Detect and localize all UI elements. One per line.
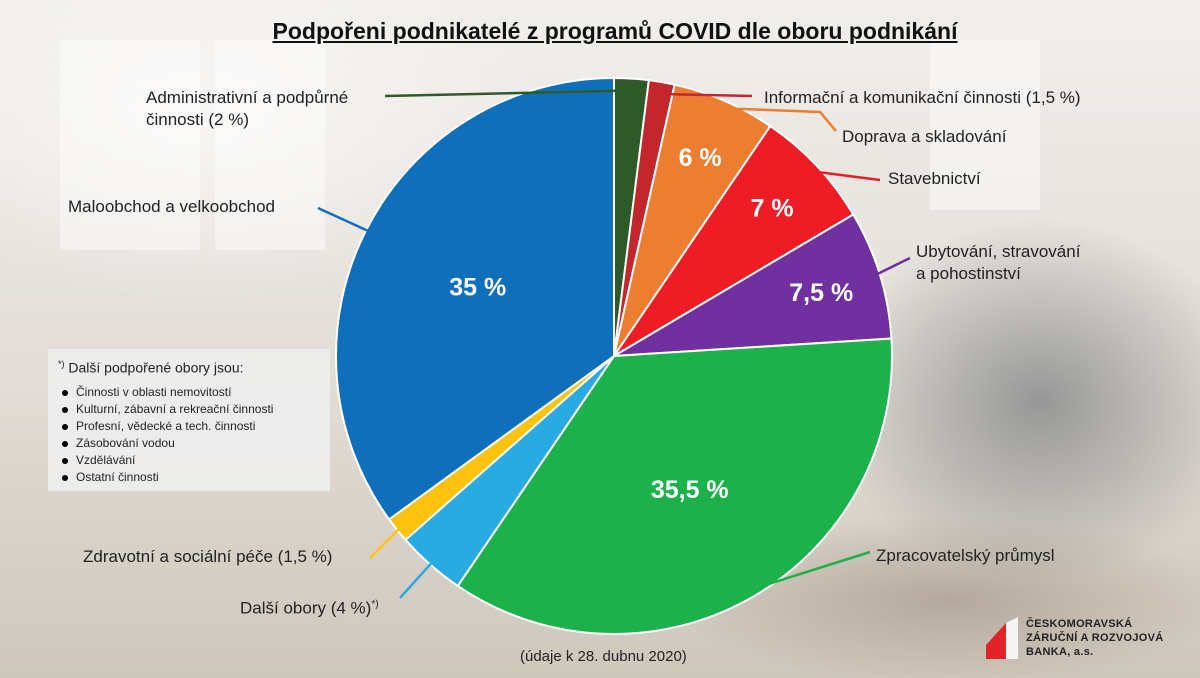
logo-line1: ČESKOMORAVSKÁ [1026,618,1133,630]
logo-line3: BANKA, a.s. [1026,646,1094,658]
slice-data-label: 7 % [751,195,794,223]
label-maloobchod: Maloobchod a velkoobchod [68,197,275,216]
slice-data-label: 6 % [679,144,722,172]
leader-line [317,206,374,235]
label-ubytovani-line2: a pohostinství [916,264,1021,283]
label-administrativni: Administrativní a podpůrné činnosti (2 %… [146,87,348,131]
data-labels: 6 % 7 % 7,5 % 35,5 % 35 % [449,144,853,504]
leader-line [659,92,753,98]
leader-line [721,106,837,132]
label-zpracovatelsky: Zpracovatelský průmysl [876,546,1055,565]
note-item: Vzdělávání [62,452,320,469]
pie-slice [456,337,893,635]
bullet-icon [62,423,68,430]
slice-data-label: 35,5 % [651,476,729,504]
label-informacni: Informační a komunikační činnosti (1,5 %… [764,88,1081,107]
label-administrativni-line2: činnosti (2 %) [146,110,249,129]
note-item: Činnosti v oblasti nemovitostí [62,384,320,401]
label-dalsi-obory-text: Další obory (4 %) [240,598,372,618]
bullet-icon [62,389,68,396]
label-zdravotni: Zdravotní a sociální péče (1,5 %) [83,547,333,566]
leader-line [747,550,871,592]
bullet-icon [62,440,68,447]
slice-data-label: 7,5 % [789,279,853,307]
window-pane [60,40,200,250]
note-item: Ostatní činnosti [62,469,320,486]
other-sectors-note: *) Další podpořené obory jsou: Činnosti … [48,349,330,491]
note-item: Kulturní, zábavní a rekreační činnosti [62,401,320,418]
label-stavebnictvi: Stavebnictví [888,169,981,188]
note-list: Činnosti v oblasti nemovitostí Kulturní,… [58,384,320,486]
label-dalsi-obory-marker: *) [371,599,379,610]
label-dalsi-obory: Další obory (4 %)*) [240,594,379,620]
leader-line [384,89,631,98]
note-item: Profesní, vědecké a tech. činnosti [62,418,320,435]
leader-line [399,557,437,599]
note-item-text: Vzdělávání [76,452,136,467]
label-administrativni-line1: Administrativní a podpůrné [146,88,349,107]
slice-data-label: 35 % [449,274,506,302]
bullet-icon [62,474,68,481]
logo-text: ČESKOMORAVSKÁ ZÁRUČNÍ A ROZVOJOVÁ BANKA,… [1026,617,1164,659]
leader-line [810,169,881,182]
data-date-note: (údaje k 28. dubnu 2020) [520,648,687,665]
pie-slice [613,213,893,357]
note-marker: *) [58,359,65,369]
note-item-text: Profesní, vědecké a tech. činnosti [76,418,256,433]
leader-line [369,523,405,559]
leader-line [871,256,911,278]
window-pane [930,40,1040,210]
bullet-icon [62,457,68,464]
pie-slice [613,124,855,357]
note-item-text: Činnosti v oblasti nemovitostí [76,384,232,399]
label-ubytovani-line1: Ubytování, stravování [916,242,1081,261]
note-heading-text: Další podpořené obory jsou: [68,359,244,376]
bullet-icon [62,406,68,413]
note-item: Zásobování vodou [62,435,320,452]
cmzrb-logo: ČESKOMORAVSKÁ ZÁRUČNÍ A ROZVOJOVÁ BANKA,… [982,615,1182,665]
note-item-text: Zásobování vodou [76,435,175,450]
label-doprava: Doprava a skladování [842,127,1007,146]
chart-title: Podpořeni podnikatelé z programů COVID d… [272,18,958,44]
note-item-text: Kulturní, zábavní a rekreační činnosti [76,401,274,416]
window-pane [215,40,325,250]
note-item-text: Ostatní činnosti [76,469,159,484]
note-heading: *) Další podpořené obory jsou: [58,359,320,376]
logo-mark-icon [986,617,1018,659]
pie-slices [335,76,893,635]
leader-lines [317,89,911,599]
logo-line2: ZÁRUČNÍ A ROZVOJOVÁ [1026,632,1164,644]
label-ubytovani: Ubytování, stravování a pohostinství [916,241,1080,285]
